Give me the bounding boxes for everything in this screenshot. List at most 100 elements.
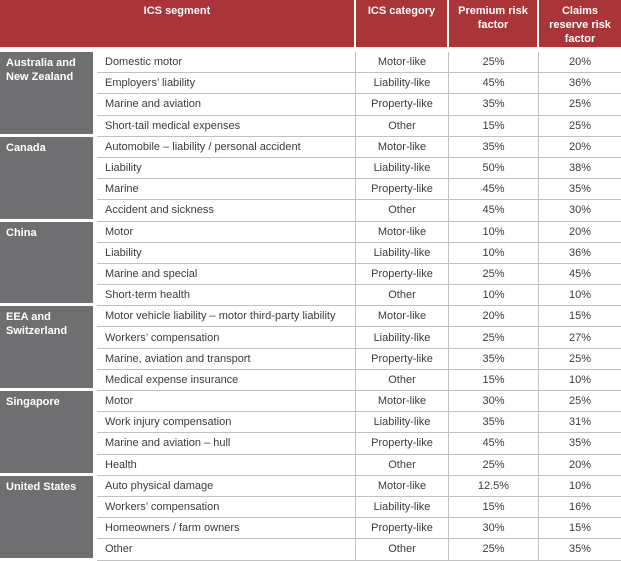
table-row: Short-tail medical expenses Other 15% 25% [97, 115, 621, 137]
claims-cell: 20% [538, 52, 621, 73]
category-cell: Liability-like [355, 242, 448, 263]
category-cell: Property-like [355, 263, 448, 285]
premium-cell: 10% [448, 242, 538, 263]
claims-cell: 16% [538, 496, 621, 518]
table-row: Work injury compensation Liability-like 35… [97, 412, 621, 434]
table-row: Employers’ liability Liability-like 45% 36% [97, 73, 621, 95]
region-rows: Auto physical damage Motor-like 12.5% 10% Wo… [97, 475, 621, 561]
segment-cell: Homeowners / farm owners [105, 522, 240, 535]
premium-cell: 20% [448, 306, 538, 327]
category-cell: Motor-like [355, 221, 448, 242]
premium-cell: 15% [448, 115, 538, 136]
premium-cell: 10% [448, 285, 538, 306]
category-cell: Other [355, 200, 448, 221]
claims-cell: 36% [538, 73, 621, 94]
segment-cell: Domestic motor [105, 56, 183, 69]
segment-cell: Marine, aviation and transport [105, 352, 251, 365]
segment-cell: Short-tail medical expenses [105, 119, 241, 132]
region-rows: Automobile – liability / personal accide… [97, 136, 621, 222]
premium-cell: 45% [448, 179, 538, 200]
table-row: Health Other 25% 20% [97, 454, 621, 476]
segment-cell: Motor [105, 395, 134, 408]
region-cell: United States [0, 475, 93, 558]
category-cell: Liability-like [355, 412, 448, 433]
table-row: Other Other 25% 35% [97, 539, 621, 561]
region-rows: Domestic motor Motor-like 25% 20% Employers’… [97, 52, 621, 137]
segment-cell: Accident and sickness [105, 204, 214, 217]
region-cell: Australia and New Zealand [0, 52, 93, 134]
premium-cell: 35% [448, 94, 538, 115]
category-cell: Property-like [355, 518, 448, 539]
table-row: Workers’ compensation Liability-like 25% 27… [97, 327, 621, 349]
claims-cell: 38% [538, 157, 621, 179]
premium-cell: 30% [448, 391, 538, 412]
category-cell: Motor-like [355, 475, 448, 496]
region-cell: EEA and Switzerland [0, 306, 93, 388]
region-cell: Canada [0, 136, 93, 219]
premium-cell: 15% [448, 496, 538, 518]
premium-cell: 35% [448, 348, 538, 369]
region-cell: China [0, 221, 93, 304]
table-row: Marine, aviation and transport Property-l… [97, 348, 621, 370]
claims-cell: 10% [538, 285, 621, 306]
category-cell: Other [355, 369, 448, 390]
category-cell: Property-like [355, 179, 448, 200]
region-rows: Motor Motor-like 10% 20% Liability Liability-… [97, 221, 621, 307]
category-cell: Liability-like [355, 327, 448, 348]
table-row: Medical expense insurance Other 15% 10% [97, 369, 621, 391]
table-row: Automobile – liability / personal accide… [97, 136, 621, 158]
segment-cell: Marine and aviation [105, 98, 202, 111]
category-cell: Motor-like [355, 136, 448, 157]
table-row: Short-term health Other 10% 10% [97, 285, 621, 307]
segment-cell: Workers’ compensation [105, 501, 220, 514]
table-header-row: ICS segment ICS category Premium risk fa… [0, 0, 621, 47]
segment-cell: Workers’ compensation [105, 331, 220, 344]
claims-cell: 10% [538, 369, 621, 390]
claims-cell: 35% [538, 539, 621, 560]
column-header-premium-risk-factor: Premium risk factor [449, 0, 537, 47]
segment-cell: Other [105, 543, 133, 556]
claims-cell: 45% [538, 263, 621, 285]
region-group: Singapore Motor Motor-like 30% 25% Work injur… [0, 391, 621, 476]
premium-cell: 25% [448, 52, 538, 73]
table-body: Australia and New Zealand Domestic motor M… [0, 52, 621, 561]
segment-cell: Health [105, 458, 137, 471]
table-row: Auto physical damage Motor-like 12.5% 10% [97, 475, 621, 497]
table-row: Marine Property-like 45% 35% [97, 179, 621, 201]
segment-cell: Auto physical damage [105, 479, 214, 492]
claims-cell: 35% [538, 433, 621, 454]
category-cell: Property-like [355, 94, 448, 115]
premium-cell: 25% [448, 539, 538, 560]
claims-cell: 25% [538, 94, 621, 115]
table-row: Homeowners / farm owners Property-like 30%… [97, 518, 621, 540]
segment-cell: Marine [105, 183, 139, 196]
claims-cell: 30% [538, 200, 621, 221]
premium-cell: 45% [448, 200, 538, 221]
table-row: Liability Liability-like 10% 36% [97, 242, 621, 264]
column-header-ics-category: ICS category [356, 0, 447, 47]
premium-cell: 30% [448, 518, 538, 539]
category-cell: Motor-like [355, 391, 448, 412]
premium-cell: 12.5% [448, 475, 538, 496]
category-cell: Other [355, 115, 448, 136]
claims-cell: 25% [538, 115, 621, 136]
region-group: Canada Automobile – liability / personal … [0, 136, 621, 222]
premium-cell: 45% [448, 73, 538, 94]
premium-cell: 35% [448, 136, 538, 157]
premium-cell: 25% [448, 327, 538, 348]
premium-cell: 15% [448, 369, 538, 390]
table-row: Accident and sickness Other 45% 30% [97, 200, 621, 222]
table-row: Marine and special Property-like 25% 45% [97, 263, 621, 286]
premium-cell: 25% [448, 263, 538, 285]
column-header-claims-reserve-risk-factor: Claims reserve risk factor [539, 0, 621, 47]
premium-cell: 45% [448, 433, 538, 454]
region-rows: Motor vehicle liability – motor third-pa… [97, 306, 621, 391]
premium-cell: 10% [448, 221, 538, 242]
segment-cell: Marine and special [105, 267, 198, 280]
region-group: China Motor Motor-like 10% 20% Liability Liabi… [0, 221, 621, 307]
table-row: Domestic motor Motor-like 25% 20% [97, 52, 621, 74]
region-group: United States Auto physical damage Motor-l… [0, 475, 621, 561]
table-row: Liability Liability-like 50% 38% [97, 157, 621, 180]
segment-cell: Marine and aviation – hull [105, 437, 231, 450]
